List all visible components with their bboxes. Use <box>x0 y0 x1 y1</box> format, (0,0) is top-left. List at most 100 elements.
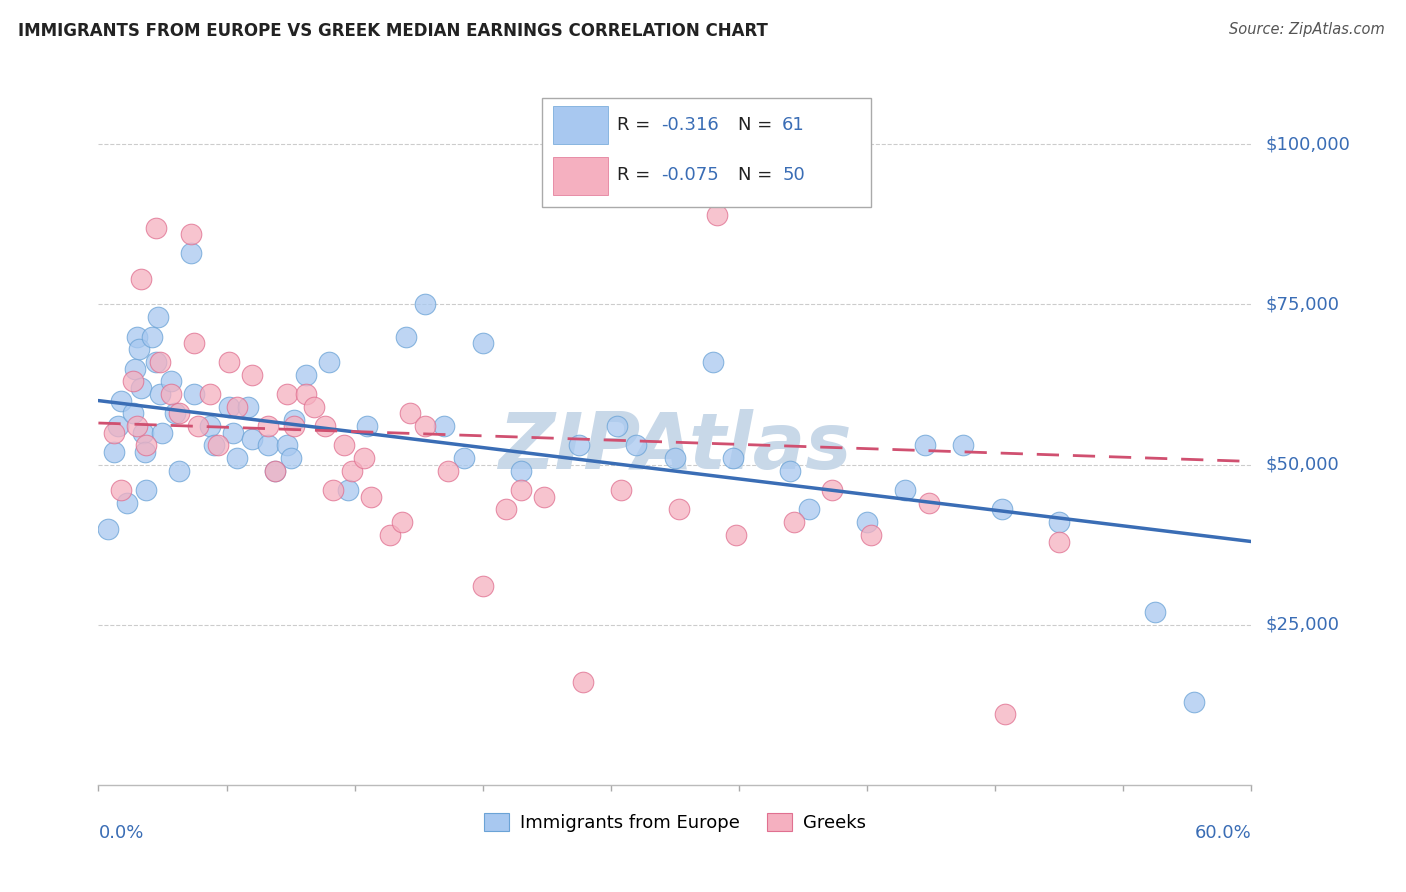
Point <box>952 438 974 452</box>
Point <box>859 528 882 542</box>
Point <box>706 208 728 222</box>
Point <box>821 483 844 498</box>
Point <box>110 393 132 408</box>
Point <box>218 355 240 369</box>
Point <box>198 419 221 434</box>
Point <box>779 464 801 478</box>
Point <box>276 438 298 452</box>
Point <box>391 516 413 530</box>
Point <box>533 490 555 504</box>
Point <box>264 464 287 478</box>
Text: $25,000: $25,000 <box>1265 615 1339 634</box>
Point <box>280 451 302 466</box>
Point <box>1144 605 1167 619</box>
Point <box>128 343 150 357</box>
Point <box>240 368 263 382</box>
FancyBboxPatch shape <box>553 106 607 145</box>
Point <box>256 419 278 434</box>
Point <box>333 438 356 452</box>
Point <box>894 483 917 498</box>
Point <box>183 335 205 350</box>
Point <box>167 406 190 420</box>
Text: Source: ZipAtlas.com: Source: ZipAtlas.com <box>1229 22 1385 37</box>
Text: 0.0%: 0.0% <box>98 823 143 842</box>
Point <box>160 375 183 389</box>
Point <box>783 516 806 530</box>
Point <box>856 516 879 530</box>
Point <box>131 425 153 440</box>
Point <box>395 329 418 343</box>
Point <box>117 496 139 510</box>
Point <box>135 483 157 498</box>
Point <box>610 483 633 498</box>
Point <box>360 490 382 504</box>
Text: 60.0%: 60.0% <box>1195 823 1251 842</box>
Point <box>141 329 163 343</box>
Point <box>994 707 1017 722</box>
Point <box>238 400 260 414</box>
Point <box>721 451 744 466</box>
Text: -0.075: -0.075 <box>661 167 718 185</box>
Point <box>125 329 148 343</box>
Point <box>150 425 173 440</box>
Point <box>626 438 648 452</box>
Point <box>129 381 152 395</box>
Text: N =: N = <box>738 116 779 134</box>
Point <box>1182 695 1205 709</box>
Text: $100,000: $100,000 <box>1265 136 1350 153</box>
Point <box>202 438 225 452</box>
Point <box>180 227 202 241</box>
Point <box>302 400 325 414</box>
Point <box>240 432 263 446</box>
Point <box>510 464 533 478</box>
Point <box>149 387 172 401</box>
Point <box>295 387 318 401</box>
Point <box>183 387 205 401</box>
Point <box>283 419 305 434</box>
Point <box>122 375 145 389</box>
Point <box>160 387 183 401</box>
FancyBboxPatch shape <box>553 157 607 195</box>
Point <box>165 406 187 420</box>
Point <box>1047 516 1070 530</box>
Text: N =: N = <box>738 167 779 185</box>
Point <box>495 502 517 516</box>
Point <box>668 502 690 516</box>
Point <box>107 419 129 434</box>
Point <box>990 502 1012 516</box>
Text: IMMIGRANTS FROM EUROPE VS GREEK MEDIAN EARNINGS CORRELATION CHART: IMMIGRANTS FROM EUROPE VS GREEK MEDIAN E… <box>18 22 768 40</box>
Point <box>471 579 494 593</box>
Point <box>398 406 420 420</box>
Point <box>725 528 748 542</box>
Point <box>283 413 305 427</box>
Point <box>222 425 245 440</box>
Point <box>135 438 157 452</box>
Text: R =: R = <box>617 167 657 185</box>
Point <box>145 355 167 369</box>
Text: ZIPAtlas: ZIPAtlas <box>498 409 852 484</box>
Point <box>353 451 375 466</box>
Text: 50: 50 <box>782 167 804 185</box>
Point <box>187 419 209 434</box>
Point <box>606 419 628 434</box>
Point <box>180 246 202 260</box>
Point <box>413 419 436 434</box>
Text: R =: R = <box>617 116 657 134</box>
Point <box>340 464 363 478</box>
Point <box>122 406 145 420</box>
Point <box>318 355 340 369</box>
Point <box>124 361 146 376</box>
Point <box>337 483 360 498</box>
Point <box>510 483 533 498</box>
Point <box>437 464 460 478</box>
Point <box>198 387 221 401</box>
Point <box>1047 534 1070 549</box>
Point <box>110 483 132 498</box>
Point <box>322 483 344 498</box>
Point <box>453 451 475 466</box>
Point <box>799 502 821 516</box>
Point <box>664 451 686 466</box>
Point <box>571 675 593 690</box>
Text: -0.316: -0.316 <box>661 116 718 134</box>
Text: $50,000: $50,000 <box>1265 456 1339 474</box>
